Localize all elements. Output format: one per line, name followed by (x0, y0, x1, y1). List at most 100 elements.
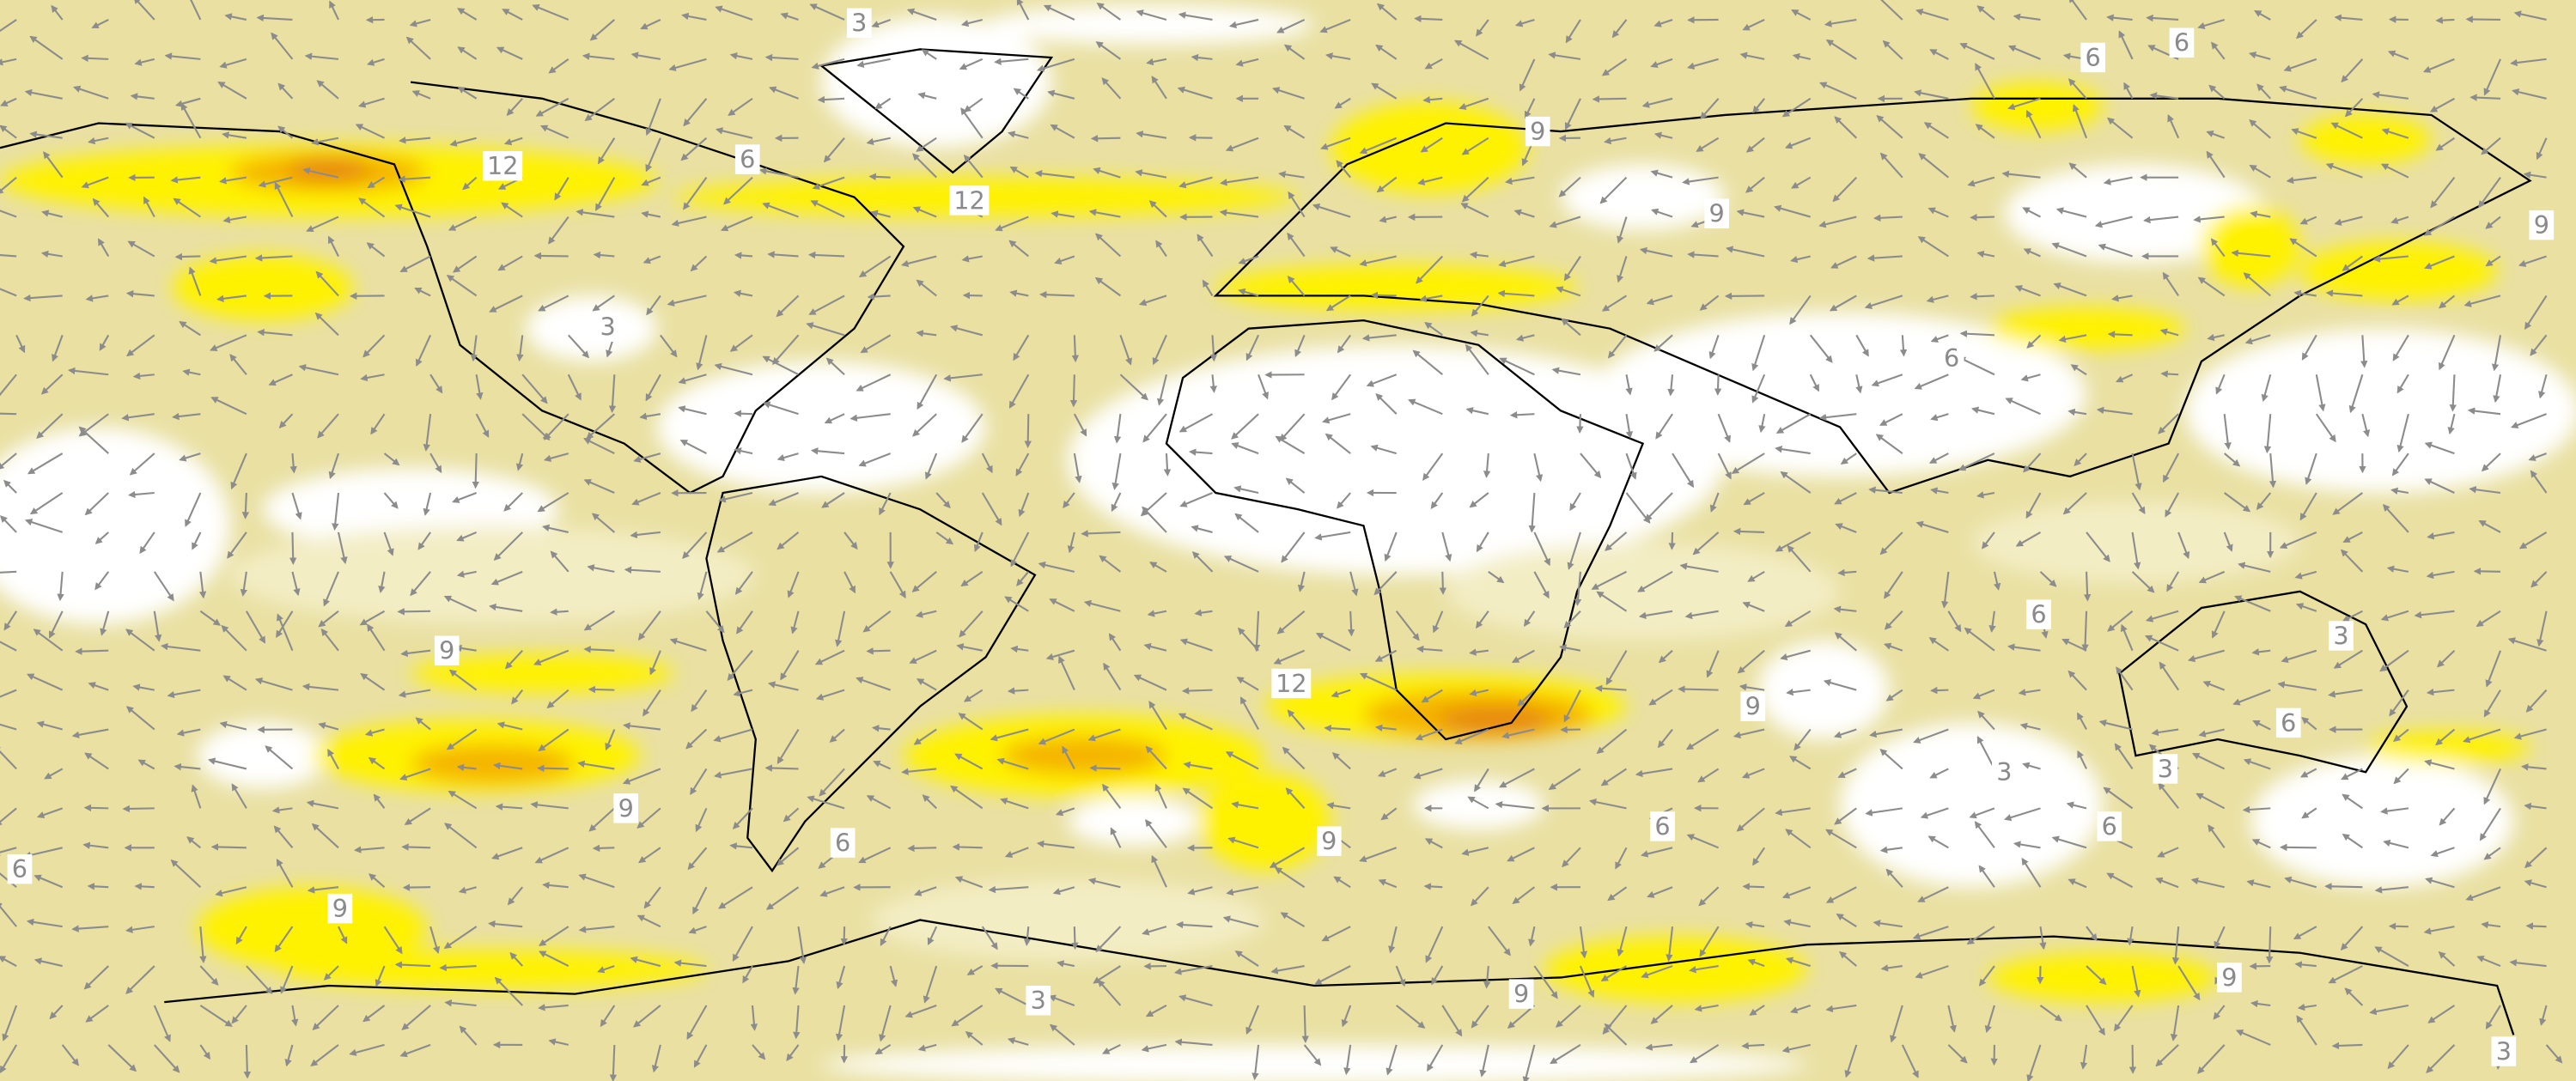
wind-arrow (81, 54, 109, 63)
wind-arrow (1873, 214, 1903, 222)
wind-arrow (2430, 176, 2456, 209)
wind-arrow (327, 235, 339, 257)
wind-arrow (2068, 0, 2087, 21)
wind-arrow (633, 452, 661, 463)
wind-arrow (2067, 78, 2087, 100)
wind-arrow (2051, 242, 2087, 258)
wind-arrow (2518, 531, 2548, 550)
wind-arrow (637, 610, 661, 641)
wind-arrow (2107, 117, 2134, 139)
wind-arrow (583, 646, 615, 653)
wind-arrow (1993, 571, 2001, 591)
wind-arrow (1361, 334, 1397, 342)
wind-arrow (318, 610, 339, 628)
wind-arrow (84, 492, 109, 516)
wind-arrow (532, 4, 569, 21)
wind-arrow (1285, 477, 1306, 494)
speed-region (2299, 241, 2498, 301)
wind-arrow (128, 490, 155, 499)
wind-arrow (1038, 561, 1075, 573)
wind-arrow (715, 127, 753, 139)
wind-arrow (1157, 374, 1167, 406)
wind-arrow (1010, 645, 1029, 653)
wind-arrow (409, 18, 431, 27)
wind-arrow (48, 610, 64, 639)
wind-arrow (302, 167, 339, 179)
wind-arrow (723, 176, 753, 205)
wind-arrow (537, 764, 569, 773)
wind-arrow (2330, 122, 2363, 139)
wind-arrow (542, 524, 569, 533)
wind-arrow (1430, 492, 1444, 510)
wind-arrow (1045, 649, 1075, 660)
wind-arrow (1775, 531, 1812, 552)
wind-arrow (539, 124, 569, 139)
wind-arrow (2131, 452, 2142, 491)
wind-arrow (291, 571, 301, 597)
wind-arrow (916, 137, 937, 152)
wind-arrow (1081, 530, 1121, 537)
wind-arrow (1461, 137, 1489, 155)
wind-arrow (2524, 295, 2548, 331)
wind-arrow (734, 571, 753, 595)
wind-arrow (1731, 452, 1765, 474)
wind-arrow (332, 492, 340, 531)
wind-arrow (1899, 335, 1908, 357)
wind-arrow (1008, 373, 1030, 409)
wind-arrow (1970, 293, 1994, 301)
wind-arrow (2162, 452, 2180, 483)
wind-arrow (1742, 883, 1765, 890)
wind-arrow (912, 413, 937, 437)
wind-arrow (2485, 216, 2501, 229)
wind-arrow (1283, 44, 1306, 60)
wind-arrow (2160, 370, 2179, 378)
wind-arrow (921, 49, 937, 60)
wind-arrow (646, 295, 661, 316)
wind-arrow (1220, 176, 1259, 186)
wind-arrow (871, 18, 892, 28)
wind-arrow (2530, 470, 2548, 494)
wind-arrow (2424, 255, 2455, 270)
contour-label: 9 (2221, 963, 2237, 992)
wind-arrow (2476, 610, 2501, 627)
wind-arrow (0, 97, 17, 106)
wind-arrow (2197, 276, 2226, 297)
wind-arrow (172, 412, 201, 421)
wind-arrow (1395, 610, 1420, 641)
wind-arrow (1349, 571, 1359, 597)
wind-arrow (2491, 335, 2502, 372)
wind-arrow (2513, 10, 2547, 21)
wind-arrow (521, 373, 548, 404)
wind-arrow (402, 884, 431, 891)
wind-arrow (51, 4, 64, 21)
wind-arrow (1334, 97, 1351, 109)
wind-arrow (475, 374, 484, 400)
wind-arrow (2528, 452, 2547, 461)
wind-arrow (981, 492, 1002, 526)
wind-arrow (1580, 452, 1602, 479)
wind-arrow (1099, 555, 1122, 573)
wind-arrow (1758, 413, 1766, 434)
wind-arrow (642, 255, 661, 264)
wind-arrow (174, 97, 201, 107)
wind-arrow (2332, 492, 2363, 515)
wind-arrow (1095, 41, 1122, 60)
wind-arrow (1408, 398, 1443, 416)
wind-arrow (1083, 599, 1121, 612)
wind-arrow (1178, 11, 1213, 21)
wind-arrow (1549, 216, 1581, 228)
wind-arrow (2299, 216, 2317, 225)
wind-arrow (1322, 413, 1351, 424)
wind-arrow (1465, 343, 1489, 375)
contour-label: 9 (332, 894, 348, 923)
wind-arrow (397, 608, 431, 616)
wind-arrow (405, 36, 431, 60)
wind-arrow (1101, 77, 1122, 100)
wind-arrow (1868, 486, 1903, 495)
wind-arrow (1687, 58, 1719, 70)
wind-arrow (2231, 249, 2271, 258)
wind-arrow (1567, 531, 1581, 570)
wind-arrow (179, 452, 201, 462)
wind-arrow (311, 137, 339, 146)
